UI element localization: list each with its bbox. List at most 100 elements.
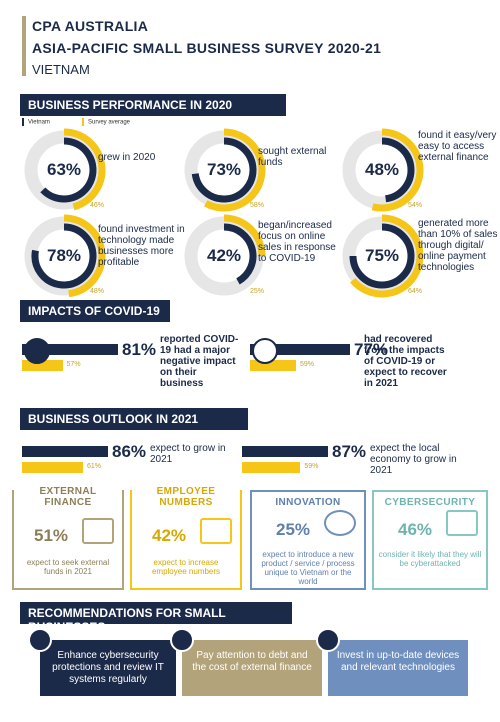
donut-6-track [342,216,422,296]
donut-1-average: 46% [90,202,105,209]
laptop-alert-icon [446,510,478,536]
donut-2-label: sought external funds [258,146,327,168]
donut-3-value: 48% [364,160,400,179]
card-title: EMPLOYEE NUMBERS [132,486,240,508]
impact-2-average-bar [250,360,296,371]
header-accent-bar [22,16,26,76]
donut-2-average: 58% [250,202,265,209]
donut-3: 48% [340,128,424,212]
outlook-1-vietnam-bar [22,446,108,457]
donut-3-average: 54% [408,202,423,209]
card-text: expect to increase employee numbers [151,558,221,576]
recommendation-text: Enhance cybersecurity protections and re… [52,650,164,685]
donut-2-svg [184,128,266,212]
donut-5: 42% [182,214,266,298]
coins-icon [82,518,114,544]
donut-6-label: generated more than 10% of sales through… [418,218,498,273]
donut-6: 75% [340,214,424,298]
outlook-2-value: 87% [332,442,367,461]
donut-3-track [342,130,422,210]
donut-5-average: 25% [250,288,265,295]
impact-1-average: 57% [66,361,81,368]
donut-4-value: 78% [46,246,82,265]
donut-6-average-arc [350,214,424,298]
donut-4-label: found investment in technology made busi… [98,224,185,268]
donut-4: 78% [22,214,106,298]
donut-2-value: 73% [206,160,242,179]
card-value: 46% [398,520,433,539]
impact-2-vietnam-bar [250,344,350,355]
card-text: expect to seek external funds in 2021 [26,558,110,576]
donut-4-average-arc [63,214,106,298]
recommendation-2: Pay attention to debt and the cost of ex… [182,640,322,696]
donut-6-svg [342,214,424,298]
donut-2-track [184,130,264,210]
card-innovation: INNOVATION 25% expect to introduce a new p… [250,490,366,590]
card-value: 51% [34,526,69,545]
impact-1-vietnam-bar [22,344,118,355]
donut-1-average-arc [63,128,106,211]
donut-1: 63% [22,128,106,212]
impact-1-average-bar [22,360,63,371]
donut-3-average-arc [371,128,424,212]
header-org: CPA AUSTRALIA [32,18,149,34]
impact-2-value: 77% [354,340,389,359]
outlook-2-average: 59% [304,463,319,470]
recommendation-text: Pay attention to debt and the cost of ex… [192,650,312,673]
donut-4-average: 48% [90,288,105,295]
section-title-recommendations: RECOMMENDATIONS FOR SMALL BUSINESSES [20,602,292,634]
donut-5-vietnam-arc [223,223,257,285]
donut-2-vietnam-arc [191,137,257,203]
donut-5-svg [184,214,266,296]
donut-5-track [184,216,264,296]
card-title: INNOVATION [272,497,344,508]
impact-2-label: had recovered from the impacts of COVID-… [364,334,447,389]
donut-6-average: 64% [408,288,423,295]
donut-1-vietnam-arc [40,137,97,203]
impact-1-value: 81% [122,340,157,359]
impact-2-average: 59% [299,361,314,368]
donut-2-average-arc [204,128,266,212]
section-title-performance: BUSINESS PERFORMANCE IN 2020 [20,94,286,116]
recommendation-text: Invest in up-to-date devices and relevan… [336,650,460,673]
legend-vietnam: Vietnam [22,118,50,126]
donut-3-vietnam-arc [381,137,415,203]
card-cybersecurity: CYBERSECURITY 46% consider it likely that … [372,490,488,590]
donut-5-label: began/increased focus on online sales in… [258,220,336,264]
donut-4-track [24,216,104,296]
outlook-1-label: expect to grow in 2021 [150,443,226,465]
donut-2: 73% [182,128,266,212]
section-title-impacts: IMPACTS OF COVID-19 [20,300,170,322]
outlook-2-average-bar [242,462,301,473]
shield-laptop-icon [28,628,52,652]
header-title: ASIA-PACIFIC SMALL BUSINESS SURVEY 2020-… [32,40,382,56]
card-value: 42% [152,526,187,545]
impact-1-label: reported COVID-19 had a major negative i… [160,334,239,389]
card-text: consider it likely that they will be cyb… [378,550,482,568]
donut-1-svg [24,128,106,211]
donut-4-vietnam-arc [31,223,97,289]
recommendation-3: Invest in up-to-date devices and relevan… [328,640,468,696]
lightbulb-gear-icon [324,510,356,536]
outlook-2-label: expect the local economy to grow in 2021 [370,443,457,476]
donut-6-vietnam-arc [349,223,415,289]
legend-average: Survey average [82,118,130,126]
card-external-finance: EXTERNAL FINANCE 51% expect to seek extern… [12,486,124,590]
recovery-chart-icon [252,338,278,364]
donut-5-average-arc [223,214,266,257]
donut-6-value: 75% [364,246,400,265]
donut-1-label: grew in 2020 [98,152,156,163]
card-title: EXTERNAL FINANCE [14,486,122,508]
donut-5-value: 42% [206,246,242,265]
header-country: VIETNAM [32,62,90,77]
people-icon [200,518,232,544]
outlook-1-average: 61% [87,463,102,470]
donut-1-track [24,130,104,210]
outlook-1-average-bar [22,462,83,473]
donut-3-svg [342,128,424,212]
donut-3-label: found it easy/very easy to access extern… [418,130,497,163]
wallet-icon [170,628,194,652]
card-title: CYBERSECURITY [381,497,479,508]
donut-4-svg [24,214,106,298]
virus-icon [24,338,50,364]
